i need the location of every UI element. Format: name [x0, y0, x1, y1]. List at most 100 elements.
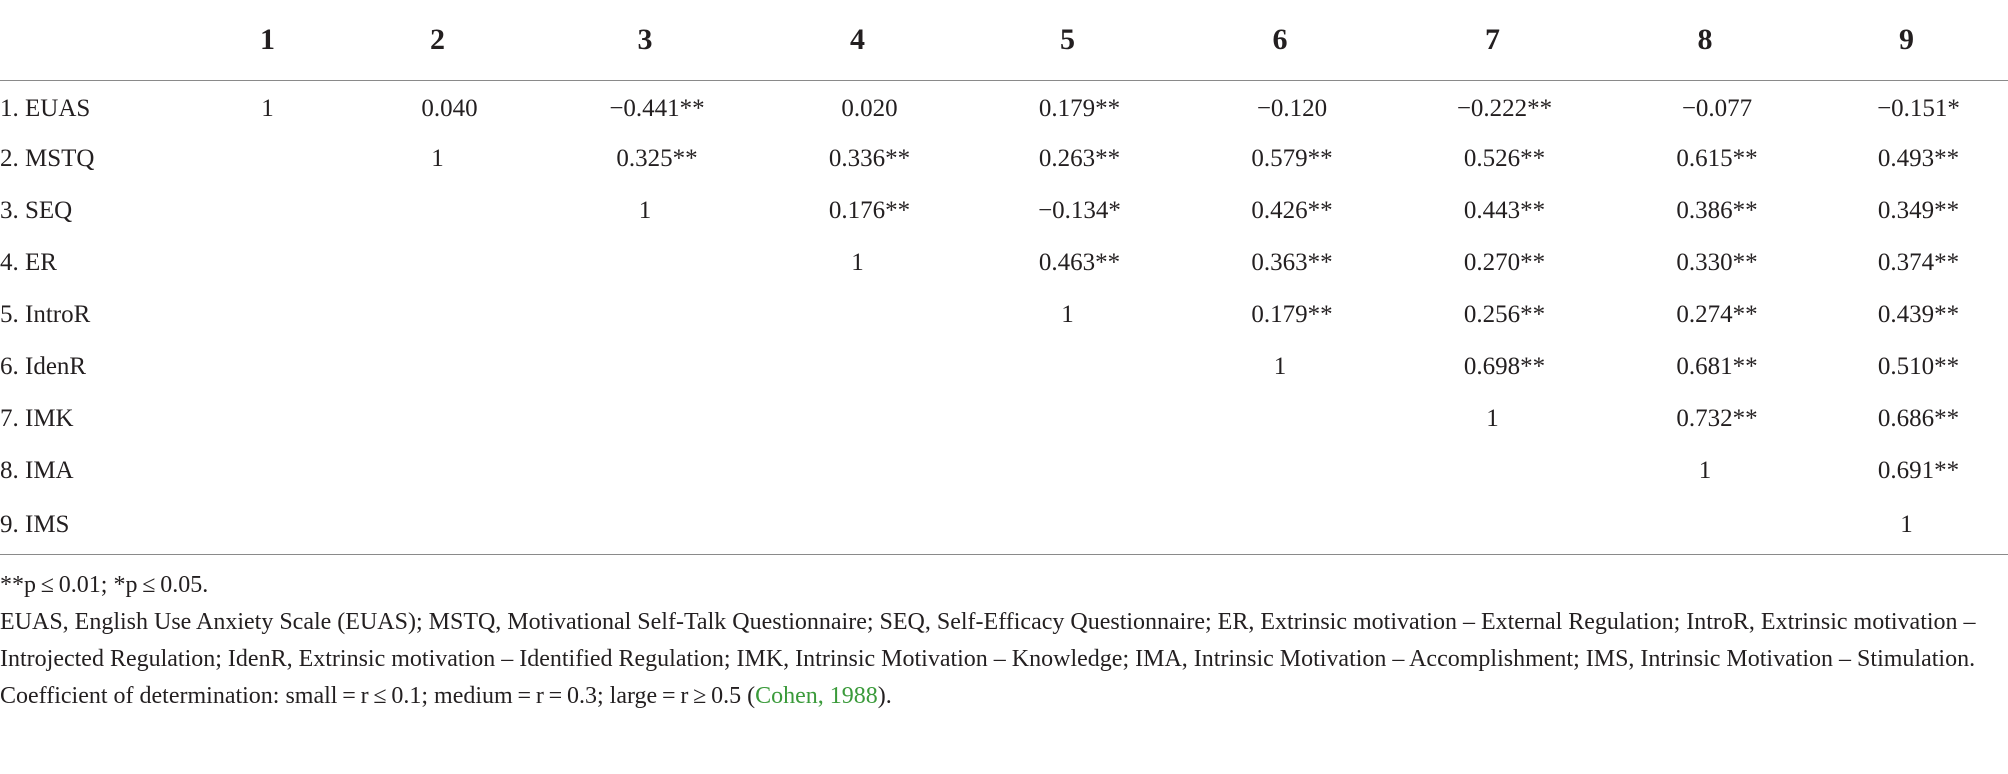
- abbreviations-note: EUAS, English Use Anxiety Scale (EUAS); …: [0, 609, 1976, 672]
- table-cell: [530, 341, 760, 393]
- table-cell: 0.040: [421, 94, 478, 122]
- table-cell: [1380, 496, 1605, 555]
- header-cell: 5: [955, 0, 1180, 81]
- table-cell: [345, 185, 530, 237]
- row-label: 9. IMS: [0, 496, 190, 555]
- header-cell: 8: [1605, 0, 1805, 81]
- table-cell: 1: [1273, 352, 1287, 380]
- header-cell: 3: [530, 0, 760, 81]
- row-label: 5. IntroR: [0, 300, 91, 328]
- table-cell: −0.441**: [609, 94, 705, 122]
- table-cell: [1180, 393, 1380, 445]
- table-cell: 0.256**: [1463, 300, 1546, 328]
- header-cell: 6: [1180, 0, 1380, 81]
- row-label: 1. EUAS: [0, 94, 91, 122]
- table-cell: 1: [1698, 456, 1712, 484]
- row-label: 3. SEQ: [0, 196, 73, 224]
- table-cell: [1380, 445, 1605, 497]
- table-cell: [345, 289, 530, 341]
- table-cell: 0.579**: [1251, 144, 1333, 172]
- table-cell: [530, 496, 760, 555]
- table-cell: 0.493**: [1877, 144, 1960, 172]
- table-cell: [530, 237, 760, 289]
- header-cell: 4: [760, 0, 955, 81]
- table-cell: 0.615**: [1676, 144, 1758, 172]
- table-row: 5. IntroR 1 0.179** 0.256** 0.274** 0.439**: [0, 289, 2008, 341]
- table-cell: [345, 341, 530, 393]
- table-cell: [1180, 445, 1380, 497]
- determination-note: Coefficient of determination: small = r …: [0, 678, 1985, 715]
- table-cell: [530, 289, 760, 341]
- table-notes: **p ≤ 0.01; *p ≤ 0.05. EUAS, English Use…: [0, 555, 1985, 715]
- table-cell: [190, 445, 345, 497]
- table-cell: [190, 341, 345, 393]
- table-row: 7. IMK 1 0.732** 0.686**: [0, 393, 2008, 445]
- header-cell: [0, 0, 190, 81]
- table-cell: [190, 393, 345, 445]
- table-cell: [760, 393, 955, 445]
- table-cell: −0.151*: [1877, 94, 1960, 122]
- table-cell: 0.179**: [1251, 300, 1333, 328]
- table-cell: 1: [851, 248, 864, 276]
- table-cell: [345, 445, 530, 497]
- table-cell: 0.020: [841, 94, 898, 122]
- row-label: 8. IMA: [0, 456, 74, 484]
- table-cell: [190, 496, 345, 555]
- table-cell: 1: [1805, 496, 2008, 555]
- table-cell: [760, 289, 955, 341]
- table-cell: 0.270**: [1463, 248, 1546, 276]
- table-cell: 0.732**: [1676, 404, 1758, 432]
- table-cell: 1: [638, 196, 652, 224]
- table-cell: [190, 133, 345, 185]
- table-cell: [760, 496, 955, 555]
- table-cell: 1: [1061, 300, 1074, 328]
- table-row: 2. MSTQ 1 0.325** 0.336** 0.263** 0.579** 0.52…: [0, 133, 2008, 185]
- table-cell: 0.439**: [1877, 300, 1960, 328]
- table-row: 1. EUAS 1 0.040 −0.441** 0.020 0.179** −0.120 −…: [0, 81, 2008, 133]
- row-label: 2. MSTQ: [0, 144, 95, 172]
- row-label: 4. ER: [0, 248, 57, 276]
- table-cell: 0.363**: [1251, 248, 1333, 276]
- table-cell: 0.426**: [1251, 196, 1333, 224]
- table-cell: 0.263**: [1038, 144, 1121, 172]
- table-row: 8. IMA 1 0.691**: [0, 445, 2008, 497]
- row-label: 7. IMK: [0, 404, 74, 432]
- table-cell: [760, 341, 955, 393]
- table-cell: 1: [431, 144, 444, 172]
- citation-link[interactable]: Cohen, 1988: [755, 683, 878, 709]
- table-cell: 0.698**: [1463, 352, 1546, 380]
- table-cell: −0.222**: [1456, 94, 1553, 122]
- table-cell: 0.349**: [1877, 196, 1960, 224]
- table-cell: 0.463**: [1038, 248, 1121, 276]
- table-cell: −0.120: [1256, 94, 1328, 122]
- table-row: 6. IdenR 1 0.698** 0.681** 0.510**: [0, 341, 2008, 393]
- table-cell: 0.336**: [828, 144, 911, 172]
- table-cell: [1605, 496, 1805, 555]
- table-cell: [190, 185, 345, 237]
- table-cell: 1: [261, 94, 274, 122]
- table-cell: [955, 393, 1180, 445]
- table-cell: [345, 393, 530, 445]
- table-cell: [955, 445, 1180, 497]
- table-row: 9. IMS 1: [0, 496, 2008, 555]
- table-cell: 0.274**: [1676, 300, 1758, 328]
- table-cell: 0.176**: [828, 196, 911, 224]
- table-cell: −0.077: [1681, 94, 1753, 122]
- table-cell: 0.681**: [1676, 352, 1758, 380]
- table-header-row: 1 2 3 4 5 6 7 8 9: [0, 0, 2008, 81]
- table-row: 4. ER 1 0.463** 0.363** 0.270** 0.330** 0.374*…: [0, 237, 2008, 289]
- table-cell: 0.179**: [1038, 94, 1121, 122]
- header-cell: 2: [345, 0, 530, 81]
- determination-text: Coefficient of determination: small = r …: [0, 683, 756, 709]
- table-cell: 0.510**: [1877, 352, 1960, 380]
- table-cell: 0.686**: [1877, 404, 1960, 432]
- table-cell: [345, 237, 530, 289]
- table-cell: [345, 496, 530, 555]
- table-cell: [760, 445, 955, 497]
- table-cell: [955, 341, 1180, 393]
- table-cell: 0.374**: [1877, 248, 1960, 276]
- correlation-table-container: 1 2 3 4 5 6 7 8 9 1. EUAS 1 0.040 −0.441** 0…: [0, 0, 2008, 555]
- determination-end: ).: [877, 683, 892, 709]
- table-cell: [955, 496, 1180, 555]
- table-cell: 0.386**: [1676, 196, 1758, 224]
